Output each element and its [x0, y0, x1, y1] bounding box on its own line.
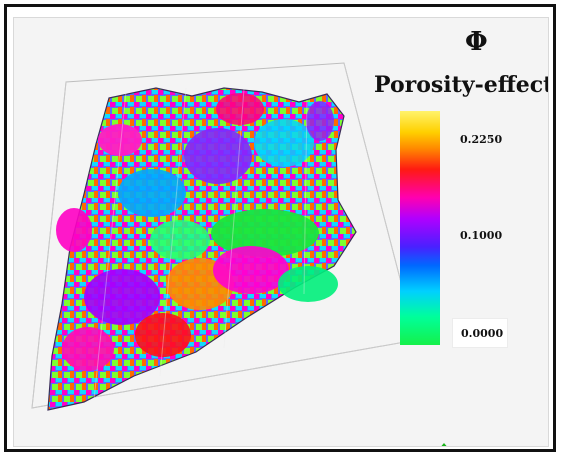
surface-patch: [254, 119, 314, 167]
surface-gridline: [223, 88, 245, 349]
surface-gridline: [303, 99, 308, 295]
surface-gridline: [159, 87, 187, 377]
surface-patch: [84, 269, 160, 325]
tick-max: 0.2250: [460, 133, 503, 146]
surface-patch: [211, 209, 319, 257]
surface-plot: [31, 62, 417, 411]
surface-patch: [278, 266, 338, 302]
up-arrow-icon[interactable]: [432, 442, 456, 447]
surface-patch: [98, 124, 142, 156]
surface-patch: [62, 327, 114, 371]
surface-patch: [306, 101, 334, 141]
grid-edge-left: [31, 81, 67, 409]
surface-patch: [56, 208, 92, 252]
color-scale: [400, 111, 440, 345]
surface-patch: [184, 128, 252, 184]
surface-patch: [216, 93, 264, 125]
grid-edge-bottom: [31, 339, 417, 409]
tick-mid: 0.1000: [460, 229, 503, 242]
legend-title: Porosity-effective: [374, 72, 548, 98]
tick-min: 0.0000: [452, 318, 508, 348]
surface-gridline: [93, 91, 127, 401]
surface-patch: [135, 313, 191, 357]
3d-viewport[interactable]: Φ Porosity-effective 0.2250 0.1000 0.000…: [13, 17, 549, 447]
surface-patch: [118, 169, 186, 217]
figure-frame: Φ Porosity-effective 0.2250 0.1000 0.000…: [4, 4, 556, 452]
surface-patch: [150, 220, 210, 260]
phi-symbol: Φ: [465, 27, 488, 57]
surface-patch: [213, 246, 289, 294]
